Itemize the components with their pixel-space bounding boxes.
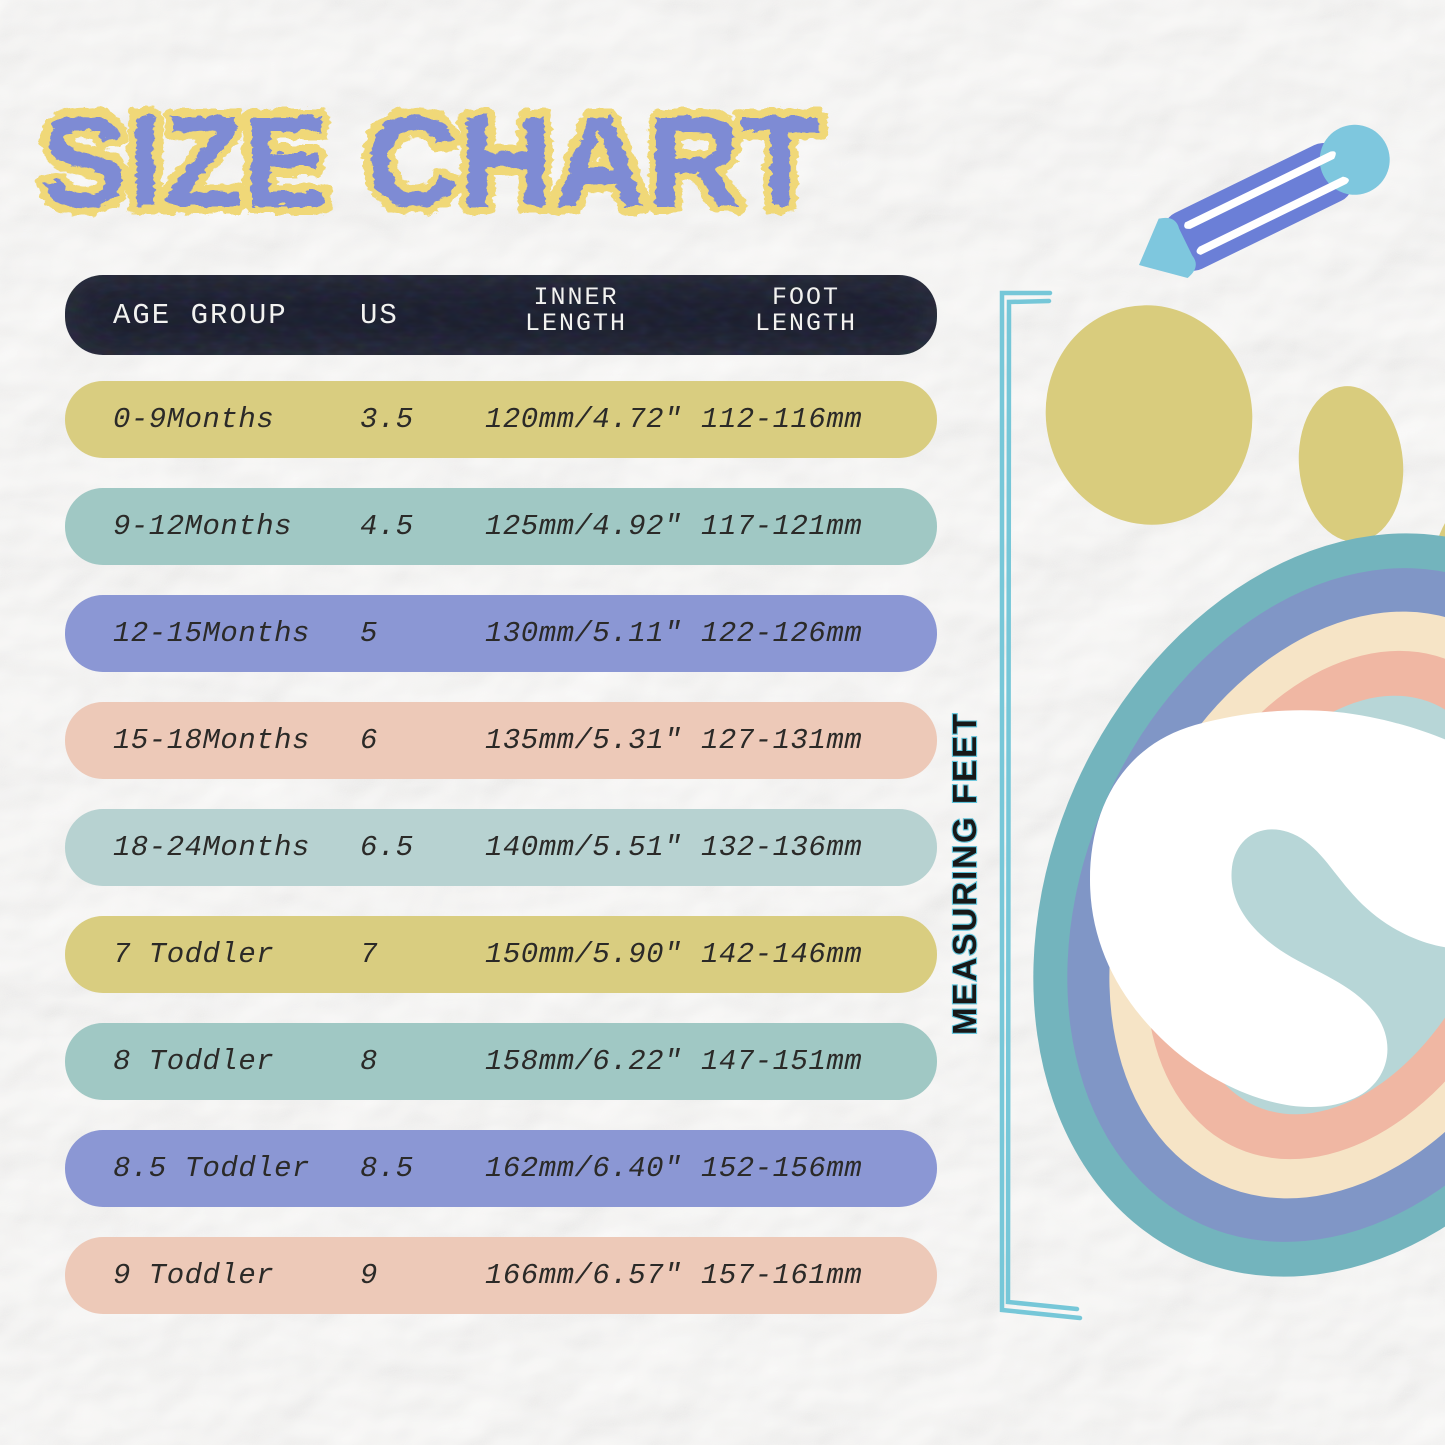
svg-text:MEASURING FEET: MEASURING FEET xyxy=(946,712,983,1035)
svg-text:SIZE CHART: SIZE CHART xyxy=(38,86,818,232)
